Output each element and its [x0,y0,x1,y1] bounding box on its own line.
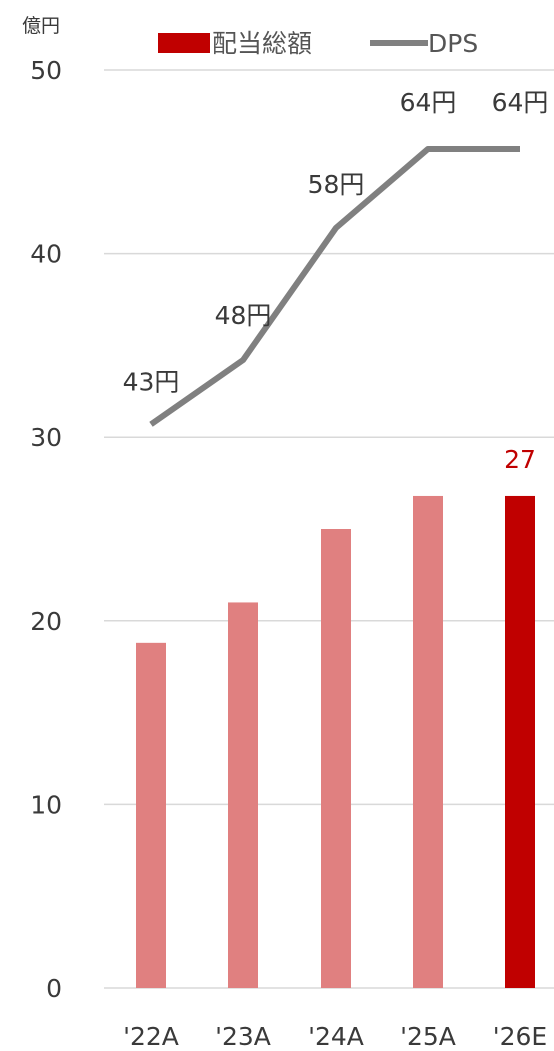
y-axis-ticks: 0 10 20 30 40 50 [30,56,62,1003]
legend: 配当総額 DPS [158,29,478,58]
dps-data-label-2: 58円 [308,170,365,199]
bar-2 [321,529,351,988]
y-tick-label-50: 50 [30,56,62,85]
dps-data-label-0: 43円 [123,367,180,396]
dps-data-labels: 43円 48円 58円 64円 64円 [123,88,549,396]
x-tick-label-3: '25A [400,1022,456,1051]
y-tick-label-0: 0 [46,974,62,1003]
x-tick-label-0: '22A [123,1022,179,1051]
dps-line [149,145,520,427]
y-tick-label-10: 10 [30,790,62,819]
x-tick-label-1: '23A [215,1022,271,1051]
dps-data-label-3: 64円 [400,88,457,117]
x-tick-label-2: '24A [308,1022,364,1051]
dps-data-label-1: 48円 [215,301,272,330]
bar-data-label-4: 27 [504,445,536,474]
dps-data-label-4: 64円 [492,88,549,117]
legend-label-total-dividend: 配当総額 [212,29,312,58]
x-axis-categories: '22A '23A '24A '25A '26E [123,1022,547,1051]
y-tick-label-20: 20 [30,607,62,636]
bar-1 [228,602,258,988]
legend-label-dps: DPS [428,29,478,58]
bar-data-labels: 27 [504,445,536,474]
bars-total-dividend [136,495,535,988]
y-axis-unit-label: 億円 [22,15,60,37]
bar-3 [413,495,443,988]
legend-swatch-total-dividend [158,33,210,53]
bar-0 [136,642,166,988]
x-tick-label-4: '26E [493,1022,547,1051]
bar-4 [505,495,535,988]
y-tick-label-40: 40 [30,240,62,269]
y-tick-label-30: 30 [30,423,62,452]
